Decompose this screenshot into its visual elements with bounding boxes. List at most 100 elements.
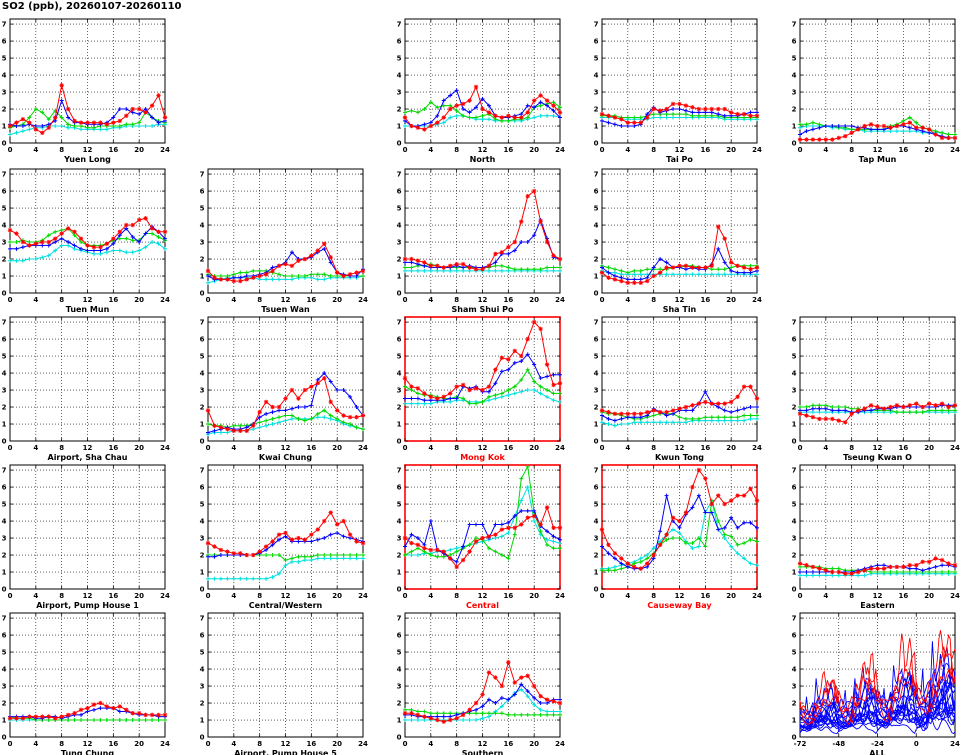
data-point — [46, 117, 51, 122]
data-point — [729, 515, 734, 520]
x-tick-label: 0 — [206, 740, 211, 748]
data-point — [600, 568, 604, 573]
x-tick-label: 0 — [403, 296, 408, 304]
y-tick-label: 5 — [397, 353, 402, 361]
x-tick-label: 8 — [849, 146, 854, 154]
data-point — [163, 718, 167, 723]
data-point — [532, 115, 537, 120]
y-tick-label: 6 — [792, 38, 797, 46]
y-tick-label: 6 — [200, 336, 205, 344]
y-tick-label: 3 — [200, 239, 205, 247]
data-point — [14, 716, 19, 721]
data-point — [302, 554, 307, 559]
data-point — [415, 718, 420, 723]
data-point — [322, 241, 327, 246]
data-point — [709, 263, 714, 269]
data-point — [875, 123, 880, 129]
x-tick-label: 12 — [281, 740, 291, 748]
data-point — [888, 125, 893, 130]
y-tick-label: 4 — [200, 370, 205, 378]
data-point — [162, 115, 168, 120]
data-point — [206, 280, 210, 285]
data-point — [422, 107, 427, 112]
y-tick-label: 5 — [397, 501, 402, 509]
data-point — [823, 124, 828, 129]
data-point — [85, 125, 90, 130]
all-series-line — [799, 630, 956, 725]
data-point — [264, 553, 269, 558]
data-point — [143, 712, 148, 718]
data-point — [79, 718, 84, 723]
data-point — [888, 404, 893, 410]
data-point — [335, 556, 340, 561]
data-point — [493, 381, 498, 386]
data-point — [612, 568, 617, 573]
data-point — [59, 243, 64, 248]
x-tick-label: 20 — [332, 444, 342, 452]
x-tick-label: 12 — [478, 592, 488, 600]
data-point — [651, 546, 656, 551]
data-point — [341, 273, 346, 279]
data-point — [322, 415, 327, 420]
data-point — [690, 110, 695, 115]
data-point — [454, 268, 459, 273]
data-point — [238, 428, 243, 434]
data-point — [690, 105, 695, 110]
x-tick-label: 20 — [924, 444, 934, 452]
data-point — [85, 248, 90, 253]
data-point — [334, 408, 340, 413]
data-point — [486, 110, 492, 115]
data-point — [441, 549, 446, 554]
data-point — [619, 411, 624, 417]
data-point — [283, 563, 288, 568]
data-point — [703, 272, 708, 277]
data-point — [557, 381, 563, 386]
data-point — [98, 120, 103, 125]
y-tick-label: 3 — [397, 239, 402, 247]
data-point — [8, 132, 12, 137]
data-point — [690, 113, 695, 118]
x-tick-label: 24 — [160, 740, 170, 748]
y-tick-label: 3 — [2, 535, 7, 543]
data-point — [263, 399, 269, 405]
data-point — [493, 549, 498, 554]
y-tick-label: 3 — [397, 387, 402, 395]
data-point — [797, 137, 803, 142]
y-tick-label: 7 — [397, 319, 402, 327]
data-point — [322, 272, 327, 277]
data-point — [422, 546, 427, 551]
data-point — [907, 403, 912, 408]
x-tick-label: 4 — [428, 592, 433, 600]
data-point — [59, 124, 64, 129]
data-point — [296, 535, 301, 541]
data-point — [264, 418, 269, 423]
x-tick-label: 12 — [675, 296, 685, 304]
data-point — [257, 415, 262, 420]
data-point — [671, 272, 676, 277]
station-name: Airport, Pump House 1 — [36, 601, 139, 610]
x-tick-label: 12 — [478, 296, 488, 304]
data-point — [606, 542, 611, 548]
y-tick-label: 6 — [594, 336, 599, 344]
data-point — [467, 387, 472, 393]
x-tick-label: 12 — [675, 592, 685, 600]
data-point — [403, 553, 407, 558]
data-point — [361, 274, 365, 279]
data-point — [218, 277, 224, 282]
data-point — [519, 219, 524, 224]
data-point — [823, 137, 829, 142]
data-point — [920, 125, 925, 130]
data-point — [20, 716, 26, 721]
data-point — [480, 117, 485, 122]
data-point — [111, 120, 116, 125]
x-tick-label: 8 — [454, 444, 459, 452]
data-point — [754, 396, 760, 401]
x-tick-label: 4 — [823, 444, 828, 452]
data-point — [722, 401, 727, 406]
x-tick-label: 16 — [306, 592, 316, 600]
data-point — [270, 410, 275, 415]
data-point — [322, 277, 327, 282]
